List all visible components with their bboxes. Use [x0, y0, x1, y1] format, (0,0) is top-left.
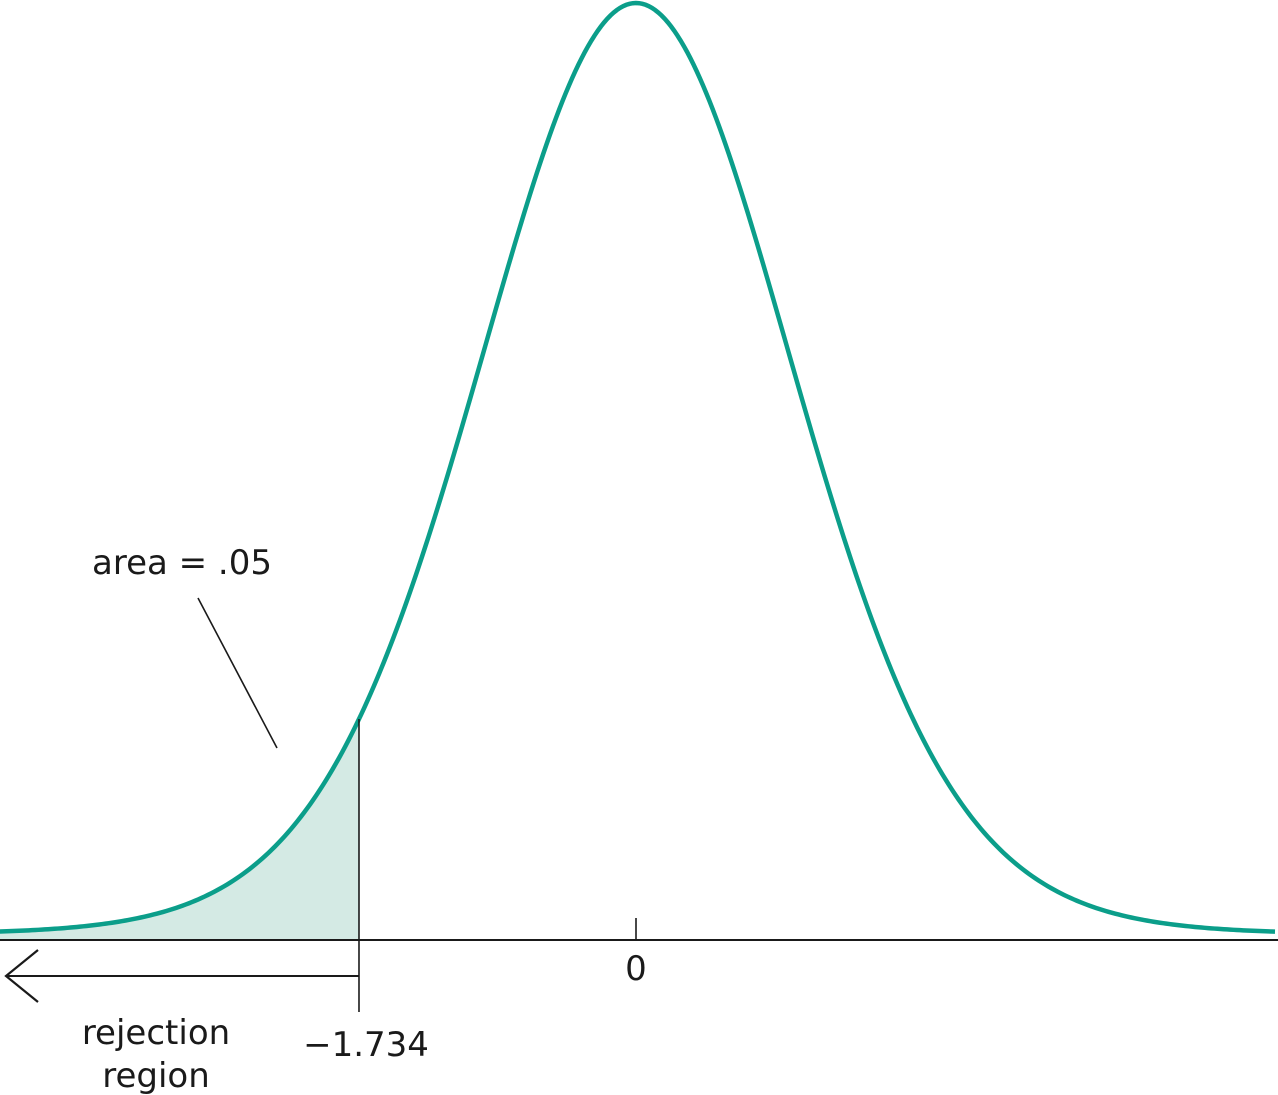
rejection-region-shading — [0, 719, 359, 940]
center-tick-label: 0 — [625, 949, 647, 989]
rejection-label-line1: rejection — [82, 1013, 230, 1053]
critical-value-label: −1.734 — [303, 1025, 429, 1065]
area-leader-line — [197, 597, 278, 749]
area-annotation: area = .05 — [92, 543, 272, 583]
rejection-label-line2: region — [102, 1056, 210, 1095]
left-arrow-icon — [4, 949, 359, 1003]
density-curve — [0, 0, 1276, 934]
